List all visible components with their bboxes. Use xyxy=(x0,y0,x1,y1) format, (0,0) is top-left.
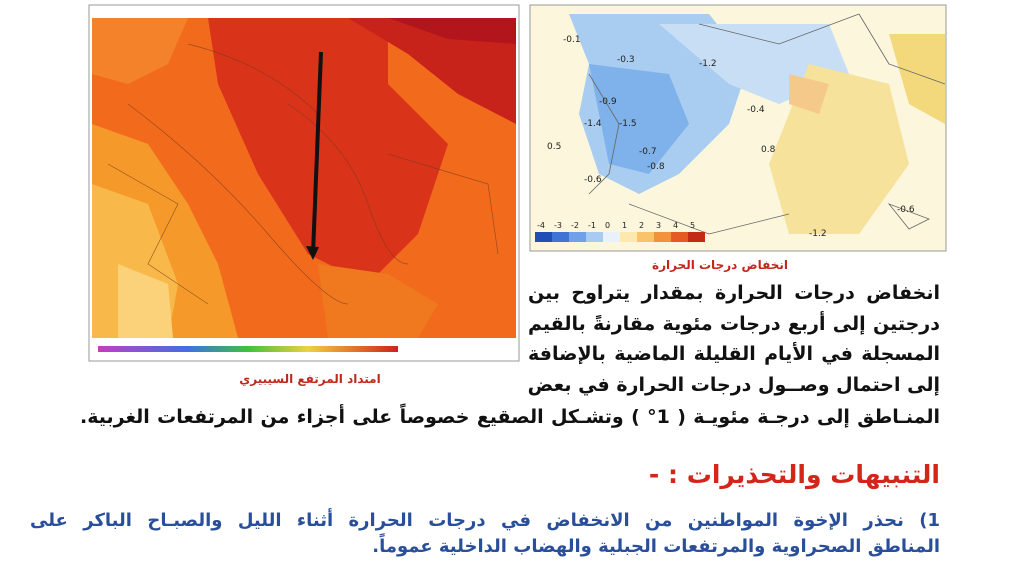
paragraph-line: المنـاطق إلى درجـة مئويـة ( 1° ) وتشـكل … xyxy=(80,406,940,428)
colorbar-swatch xyxy=(688,232,705,242)
colorbar-label: 4 xyxy=(673,221,678,230)
colorbar-label: 1 xyxy=(622,221,627,230)
colorbar-swatch xyxy=(535,232,552,242)
warnings-heading: التنبيهات والتحذيرات : - xyxy=(648,460,940,489)
map-label: -1.5 xyxy=(619,119,637,129)
map-label: -0.6 xyxy=(897,205,915,215)
map-label: -0.4 xyxy=(747,105,765,115)
colorbar-swatch xyxy=(620,232,637,242)
colorbar-label: 0 xyxy=(605,221,610,230)
colorbar-swatch xyxy=(552,232,569,242)
map-label: -0.8 xyxy=(647,162,665,172)
colorbar-label: 3 xyxy=(656,221,661,230)
colorbar-swatch xyxy=(569,232,586,242)
right-map: -0.1 -0.3 -1.2 -0.9 -1.4 -1.5 -0.4 0.5 -0.7 0.8 -0… xyxy=(529,4,947,252)
colorbar-label: 2 xyxy=(639,221,644,230)
map-label: -1.2 xyxy=(699,59,717,69)
map-label: -0.3 xyxy=(617,55,635,65)
colorbar-swatch xyxy=(671,232,688,242)
map-label: -0.7 xyxy=(639,147,657,157)
paragraph-line: المسجلة في الأيام القليلة الماضية بالإضا… xyxy=(528,343,940,365)
paragraph-line: إلى احتمال وصــول درجات الحرارة في بعض xyxy=(527,374,940,396)
colorbar-swatch xyxy=(637,232,654,242)
right-caption: انخفاض درجات الحرارة xyxy=(651,258,789,272)
map-label: -0.1 xyxy=(563,35,581,45)
colorbar-label: 5 xyxy=(690,221,695,230)
colorbar-label: -3 xyxy=(554,221,562,230)
left-map xyxy=(88,4,520,362)
map-label: -0.9 xyxy=(599,97,617,107)
map-label: -0.6 xyxy=(584,175,602,185)
colorbar-label: -4 xyxy=(537,221,545,230)
paragraph-line: انخفاض درجات الحرارة بمقدار يتراوح بين xyxy=(528,282,940,304)
paragraph-line: درجتين إلى أربع درجات مئوية مقارنةً بالق… xyxy=(528,313,940,335)
colorbar-label: -1 xyxy=(588,221,596,230)
map-label: -1.2 xyxy=(809,229,827,239)
left-caption: امتداد المرتفع السيبيري xyxy=(239,372,381,386)
map-label: 0.5 xyxy=(547,142,561,152)
colorbar-swatch xyxy=(586,232,603,242)
warning-line: 1) نحذر الإخوة المواطنين من الانخفاض في … xyxy=(30,510,940,531)
map-label: -1.4 xyxy=(584,119,602,129)
colorbar-swatch xyxy=(603,232,620,242)
colorbar-label: -2 xyxy=(571,221,579,230)
warning-line: المناطق الصحراوية والمرتفعات الجبلية وال… xyxy=(372,536,940,557)
colorbar-swatch xyxy=(654,232,671,242)
map-label: 0.8 xyxy=(761,145,776,155)
